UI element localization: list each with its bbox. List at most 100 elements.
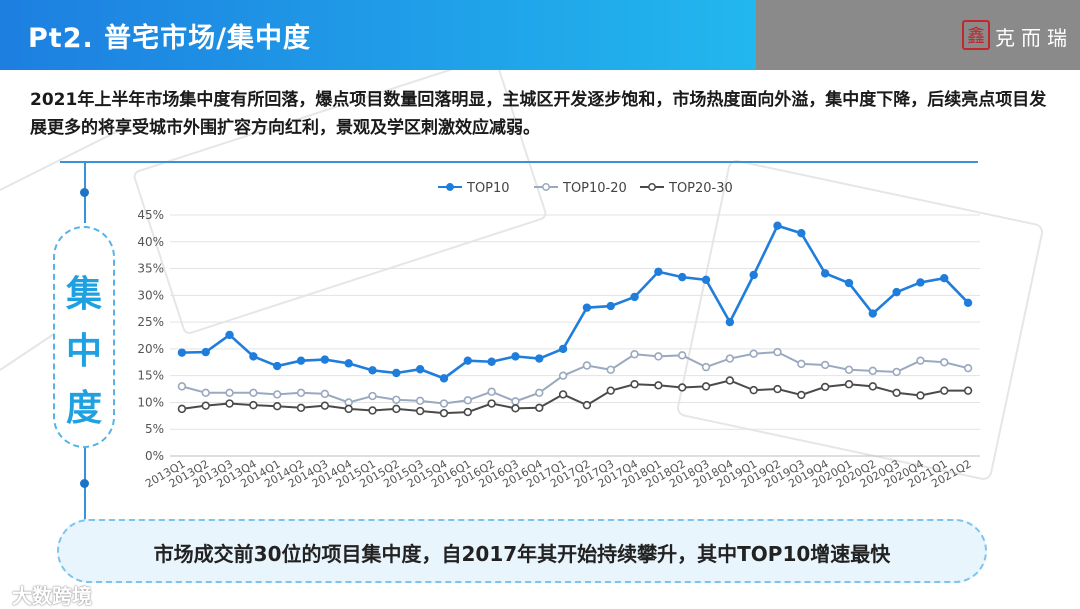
data-point — [320, 401, 330, 410]
y-tick-label: 25% — [137, 315, 164, 329]
data-point — [249, 400, 258, 410]
data-point — [749, 385, 758, 395]
data-point — [344, 404, 353, 414]
data-point — [558, 390, 568, 399]
data-point — [630, 380, 639, 389]
data-point — [963, 386, 973, 395]
data-point — [963, 298, 973, 308]
series-line-top10 — [181, 224, 970, 380]
data-point — [511, 352, 520, 361]
data-point — [558, 344, 568, 354]
intro-text: 2021年上半年市场集中度有所回落，爆点项目数量回落明显，主城区开发逐步饱和，市… — [30, 90, 1047, 138]
legend-label: TOP10-20 — [562, 181, 627, 196]
data-point — [654, 381, 663, 390]
data-point — [773, 221, 782, 230]
data-point — [868, 382, 877, 391]
y-tick-label: 0% — [145, 449, 164, 463]
data-point — [678, 351, 687, 360]
legend-label: TOP10 — [466, 181, 510, 196]
data-point — [797, 390, 806, 400]
data-point — [392, 404, 401, 414]
page-title: Pt2. 普宅市场/集中度 — [28, 23, 311, 54]
y-tick-label: 40% — [137, 235, 164, 249]
background-decoration — [0, 70, 1044, 480]
brand-logo-icon: 鑫 — [962, 20, 990, 50]
data-point — [749, 349, 758, 358]
brand-name: 克而瑞 — [995, 26, 1073, 50]
data-point — [725, 354, 735, 363]
data-point — [273, 401, 282, 411]
data-point — [868, 309, 877, 318]
data-point — [892, 388, 901, 398]
data-point — [963, 363, 973, 373]
y-tick-label: 10% — [137, 395, 164, 409]
data-point — [725, 317, 735, 327]
data-point — [773, 347, 782, 357]
data-point — [820, 360, 830, 370]
data-point — [439, 408, 449, 418]
divider-line — [60, 161, 978, 163]
data-point — [606, 301, 615, 311]
data-point — [177, 348, 187, 357]
side-label-char-1: 集 — [65, 274, 102, 315]
data-point — [201, 347, 210, 357]
series-line-top10-20 — [181, 351, 969, 405]
data-point — [558, 371, 568, 380]
data-point — [630, 350, 639, 359]
data-point — [415, 406, 425, 416]
data-point — [916, 356, 925, 365]
data-point — [177, 382, 187, 391]
connector-dot-top — [80, 188, 89, 197]
data-point — [273, 361, 282, 371]
data-point — [225, 388, 234, 398]
data-point — [368, 366, 377, 375]
data-point — [511, 397, 520, 406]
data-point — [368, 391, 377, 401]
watermark-text: 大数跨境 — [12, 584, 92, 608]
logo-mark: 鑫 — [967, 26, 985, 47]
data-point — [606, 365, 615, 374]
data-point — [201, 401, 210, 410]
data-point — [439, 399, 449, 408]
data-point — [273, 390, 282, 399]
y-tick-label: 15% — [137, 369, 164, 383]
data-point — [487, 399, 496, 408]
data-point — [797, 229, 806, 238]
series-line-top20-30 — [181, 379, 969, 415]
data-point — [749, 270, 758, 280]
data-point — [463, 407, 472, 417]
y-tick-label: 45% — [137, 208, 164, 222]
data-point — [392, 395, 401, 404]
data-point — [725, 376, 735, 385]
data-point — [820, 382, 830, 392]
side-label-char-2: 中 — [65, 331, 102, 372]
side-label-char-3: 度 — [65, 388, 102, 429]
data-point — [701, 362, 711, 372]
data-point — [392, 368, 401, 378]
data-point — [296, 403, 306, 413]
data-point — [940, 386, 949, 395]
data-point — [892, 367, 901, 377]
data-point — [916, 278, 925, 287]
conclusion-box — [57, 519, 987, 583]
y-tick-label: 20% — [137, 342, 164, 356]
data-point — [177, 404, 187, 414]
y-tick-label: 5% — [145, 422, 164, 436]
data-point — [701, 275, 711, 285]
data-point — [439, 374, 449, 383]
legend-marker — [648, 183, 656, 191]
legend-marker — [446, 183, 454, 191]
data-point — [415, 396, 425, 406]
data-point — [582, 400, 592, 410]
data-point — [820, 269, 830, 278]
header-logo-area — [756, 0, 1080, 70]
data-point — [535, 388, 544, 398]
data-point — [940, 358, 949, 367]
data-point — [201, 388, 210, 398]
data-point — [296, 388, 306, 398]
data-point — [249, 352, 258, 361]
data-point — [415, 365, 425, 374]
legend-marker — [542, 183, 550, 191]
data-point — [773, 384, 782, 394]
side-label-pill — [53, 226, 115, 448]
